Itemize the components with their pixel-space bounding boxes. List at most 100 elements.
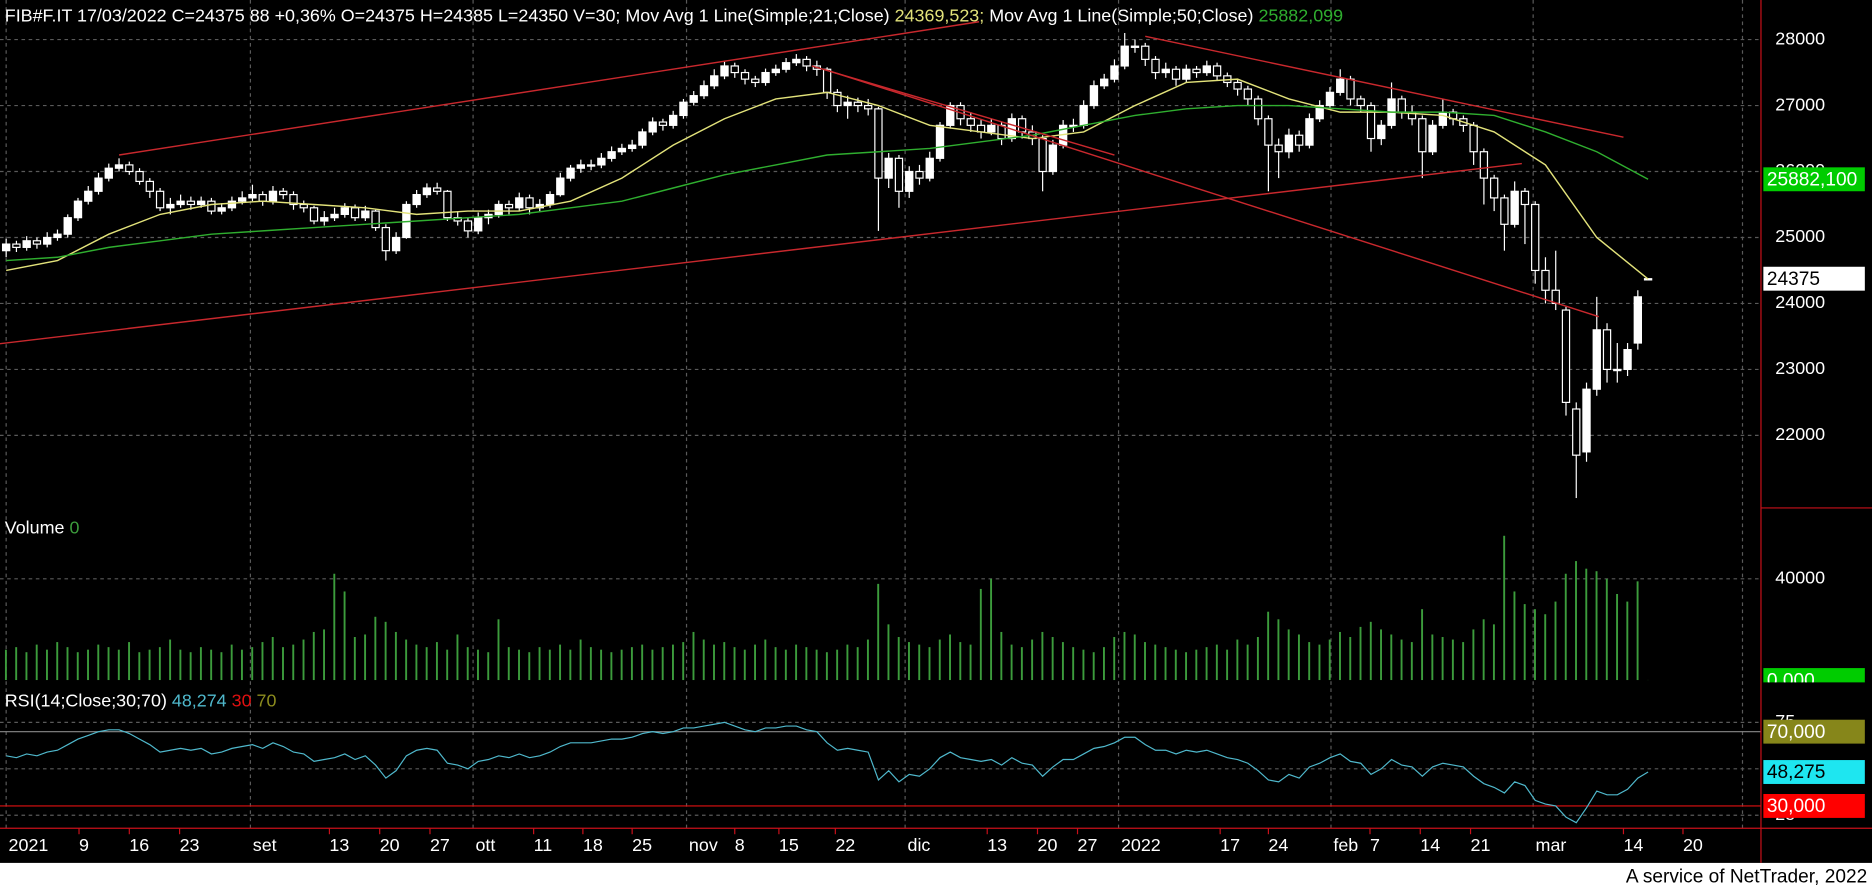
volume-bar (1554, 601, 1557, 681)
volume-bar (559, 644, 562, 681)
candle-body (432, 187, 442, 192)
volume-bar (897, 637, 900, 681)
candle-body (1510, 190, 1519, 225)
volume-bar (1472, 629, 1475, 681)
y-tick-label: 23000 (1775, 358, 1825, 378)
candle-body (1633, 296, 1643, 344)
candle-body (576, 164, 586, 169)
value-box (1763, 760, 1865, 784)
volume-bar (35, 644, 38, 681)
value-box (1763, 794, 1865, 818)
candle-body (114, 164, 124, 169)
candle-body (833, 91, 842, 107)
candle-body (720, 65, 729, 77)
x-tick-label: 11 (534, 835, 553, 855)
x-tick-label: 27 (1078, 835, 1098, 855)
candle-body (268, 190, 278, 202)
volume-bar (713, 644, 715, 681)
volume-bar (66, 647, 69, 681)
volume-bar (1061, 642, 1064, 681)
candle-body (1243, 88, 1253, 100)
x-tick-label: 15 (779, 835, 799, 855)
volume-bar (754, 644, 757, 681)
trendline (0, 162, 1522, 345)
candle-body (1151, 58, 1160, 74)
value-box-label: 0,000 (1767, 670, 1815, 691)
volume-bar (487, 652, 490, 681)
volume-bar (1277, 619, 1280, 681)
volume-bar (1123, 631, 1126, 681)
volume-bar (1339, 631, 1341, 681)
volume-bar (877, 583, 880, 681)
candle-body (494, 203, 503, 215)
volume-bar (569, 649, 572, 681)
candle-body (155, 190, 165, 209)
candle-body (53, 233, 62, 239)
candle-body (853, 101, 863, 107)
volume-bar (148, 649, 151, 681)
volume-bar (292, 644, 295, 681)
candle-body (176, 200, 185, 206)
candle-body (299, 203, 308, 209)
volume-bar (107, 647, 110, 681)
volume-bar (220, 652, 223, 681)
x-tick-label: 16 (129, 835, 149, 855)
rsi-last: 48,274 (172, 690, 227, 710)
x-tick-label: dic (908, 835, 931, 855)
volume-bar (477, 649, 479, 681)
x-tick-label: 20 (380, 835, 400, 855)
candle-body (1541, 269, 1550, 291)
volume-bar (240, 649, 243, 681)
volume-title: Volume (5, 517, 65, 537)
volume-bar (1041, 631, 1044, 681)
volume-bar (1082, 649, 1085, 681)
value-box-label: 70,000 (1767, 722, 1825, 743)
candle-body (1428, 124, 1437, 153)
x-tick-label: 24 (1268, 835, 1288, 855)
volume-bar (1287, 629, 1290, 681)
candle-body (658, 121, 668, 126)
candle-body (1315, 104, 1324, 120)
volume-bar (302, 639, 305, 681)
candle-body (196, 200, 206, 206)
candle-body (309, 207, 319, 222)
volume-bar (1020, 647, 1023, 681)
candle-body (1130, 45, 1140, 48)
volume-bar (15, 647, 18, 681)
volume-bar (189, 652, 192, 681)
candle-body (699, 85, 709, 97)
volume-bar (1605, 578, 1608, 681)
candle-body (925, 157, 934, 179)
volume-bar (825, 652, 828, 681)
candle-body (463, 220, 473, 232)
candle-body (1048, 144, 1058, 173)
volume-bar (836, 649, 839, 681)
rsi-title: RSI(14;Close;30;70) (5, 690, 167, 710)
candle-body (12, 243, 21, 248)
volume-bar (210, 649, 213, 681)
candle-body (1489, 177, 1499, 199)
candle-body (905, 170, 914, 192)
volume-bar (908, 642, 910, 681)
volume-bar (456, 634, 459, 681)
volume-bar (158, 647, 161, 681)
volume-bar (1328, 639, 1331, 681)
volume-bar (343, 591, 346, 681)
volume-bar (1369, 621, 1372, 681)
candle-body (1366, 104, 1376, 140)
volume-bar (1267, 611, 1270, 681)
y-tick-label: 28000 (1775, 28, 1825, 48)
value-box (1763, 668, 1865, 683)
candle-body (1253, 98, 1263, 120)
volume-bar (169, 639, 172, 681)
footer: A service of NetTrader, 2022 (1626, 866, 1867, 887)
volume-bar (446, 649, 449, 681)
value-box (1763, 719, 1865, 744)
value-box-label: 24375 (1767, 269, 1820, 290)
candle-body (279, 190, 288, 196)
volume-bar (1616, 593, 1619, 681)
volume-bar (364, 634, 367, 681)
candle-body (761, 71, 770, 84)
candle-body (1479, 151, 1489, 179)
volume-bar (723, 642, 726, 681)
